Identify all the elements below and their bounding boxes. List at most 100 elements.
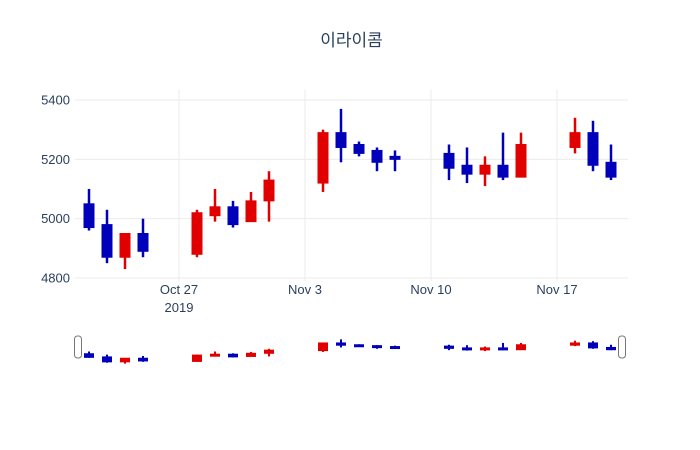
- candle-body: [119, 233, 131, 258]
- candle-body: [120, 357, 130, 363]
- candle-body: [336, 342, 346, 346]
- candle-body: [83, 203, 95, 229]
- candle-body: [84, 353, 94, 358]
- candlestick[interactable]: [138, 356, 148, 362]
- candlestick[interactable]: [246, 351, 256, 357]
- candlestick[interactable]: [353, 141, 365, 157]
- x-tick-label: Nov 17: [536, 282, 577, 297]
- candlestick[interactable]: [227, 200, 239, 228]
- candlestick[interactable]: [479, 156, 491, 187]
- candlestick[interactable]: [263, 171, 275, 222]
- candlestick[interactable]: [444, 344, 454, 351]
- candle-body: [480, 347, 490, 351]
- x-tick-label: Nov 10: [410, 282, 451, 297]
- candle-body: [192, 354, 202, 362]
- candlestick[interactable]: [318, 342, 328, 352]
- candle-body: [353, 144, 365, 154]
- candlestick[interactable]: [390, 345, 400, 350]
- candlestick[interactable]: [84, 351, 94, 358]
- candle-body: [246, 352, 256, 357]
- rangeslider-handle-left[interactable]: [74, 335, 82, 359]
- candle-body: [605, 161, 617, 178]
- candlestick[interactable]: [354, 344, 364, 348]
- candle-body: [137, 233, 149, 252]
- candlestick[interactable]: [570, 340, 580, 347]
- candle-body: [318, 342, 328, 352]
- y-tick-label: 5400: [41, 93, 70, 108]
- candlestick[interactable]: [443, 144, 455, 181]
- candlestick[interactable]: [101, 209, 113, 264]
- rangeslider-track[interactable]: [75, 330, 628, 368]
- candle-body: [263, 179, 275, 202]
- candlestick[interactable]: [102, 354, 112, 363]
- candlestick[interactable]: [569, 117, 581, 154]
- candlestick[interactable]: [497, 132, 509, 181]
- candle-body: [138, 357, 148, 362]
- candlestick[interactable]: [209, 189, 221, 222]
- candle-body: [569, 132, 581, 148]
- candle-body: [102, 356, 112, 363]
- candlestick[interactable]: [498, 342, 508, 351]
- candle-body: [497, 164, 509, 178]
- candlestick[interactable]: [317, 129, 329, 192]
- candlestick[interactable]: [120, 357, 130, 364]
- candlestick[interactable]: [480, 346, 490, 352]
- candlestick[interactable]: [264, 348, 274, 357]
- candlestick[interactable]: [389, 150, 401, 172]
- candle-body: [570, 342, 580, 346]
- candlestick[interactable]: [336, 339, 346, 348]
- rangeslider[interactable]: [74, 330, 629, 368]
- rangeslider-handle-right[interactable]: [618, 335, 626, 359]
- candle-body: [479, 164, 491, 175]
- candle-body: [443, 152, 455, 169]
- candle-body: [461, 164, 473, 175]
- candlestick[interactable]: [210, 351, 220, 357]
- main-chart: [83, 108, 617, 270]
- candle-body: [515, 144, 527, 178]
- candlestick[interactable]: [371, 147, 383, 172]
- candle-body: [587, 132, 599, 166]
- candle-body: [498, 347, 508, 351]
- candle-body: [209, 206, 221, 217]
- candlestick[interactable]: [462, 345, 472, 351]
- y-tick-label: 4800: [41, 271, 70, 286]
- candle-body: [228, 353, 238, 358]
- candle-body: [516, 344, 526, 351]
- candlestick[interactable]: [515, 132, 527, 178]
- candle-body: [191, 212, 203, 255]
- candlestick[interactable]: [606, 344, 616, 351]
- candlestick[interactable]: [587, 120, 599, 172]
- candle-body: [371, 149, 383, 163]
- y-tick-label: 5200: [41, 152, 70, 167]
- candlestick[interactable]: [191, 209, 203, 258]
- candlestick[interactable]: [335, 108, 347, 163]
- candle-body: [317, 132, 329, 184]
- candlestick[interactable]: [516, 342, 526, 351]
- chart-title: 이라이콤: [320, 31, 383, 50]
- candle-body: [372, 345, 382, 349]
- candlestick[interactable]: [83, 189, 95, 231]
- candlestick[interactable]: [372, 345, 382, 349]
- candlestick[interactable]: [137, 218, 149, 258]
- candle-body: [588, 342, 598, 349]
- candle-body: [227, 206, 239, 226]
- candlestick[interactable]: [119, 233, 131, 270]
- candle-body: [245, 200, 257, 223]
- x-tick-label: Oct 27: [160, 282, 198, 297]
- candle-body: [101, 224, 113, 258]
- candlestick[interactable]: [228, 353, 238, 358]
- candlestick[interactable]: [588, 341, 598, 349]
- candle-body: [390, 346, 400, 350]
- candle-body: [354, 344, 364, 348]
- candlestick[interactable]: [245, 191, 257, 223]
- x-tick-sublabel: 2019: [165, 300, 194, 315]
- candle-body: [462, 347, 472, 351]
- x-tick-label: Nov 3: [288, 282, 322, 297]
- candlestick[interactable]: [192, 354, 202, 362]
- gridlines: [75, 89, 628, 281]
- y-tick-label: 5000: [41, 211, 70, 226]
- candlestick[interactable]: [605, 144, 617, 181]
- candlestick[interactable]: [461, 147, 473, 184]
